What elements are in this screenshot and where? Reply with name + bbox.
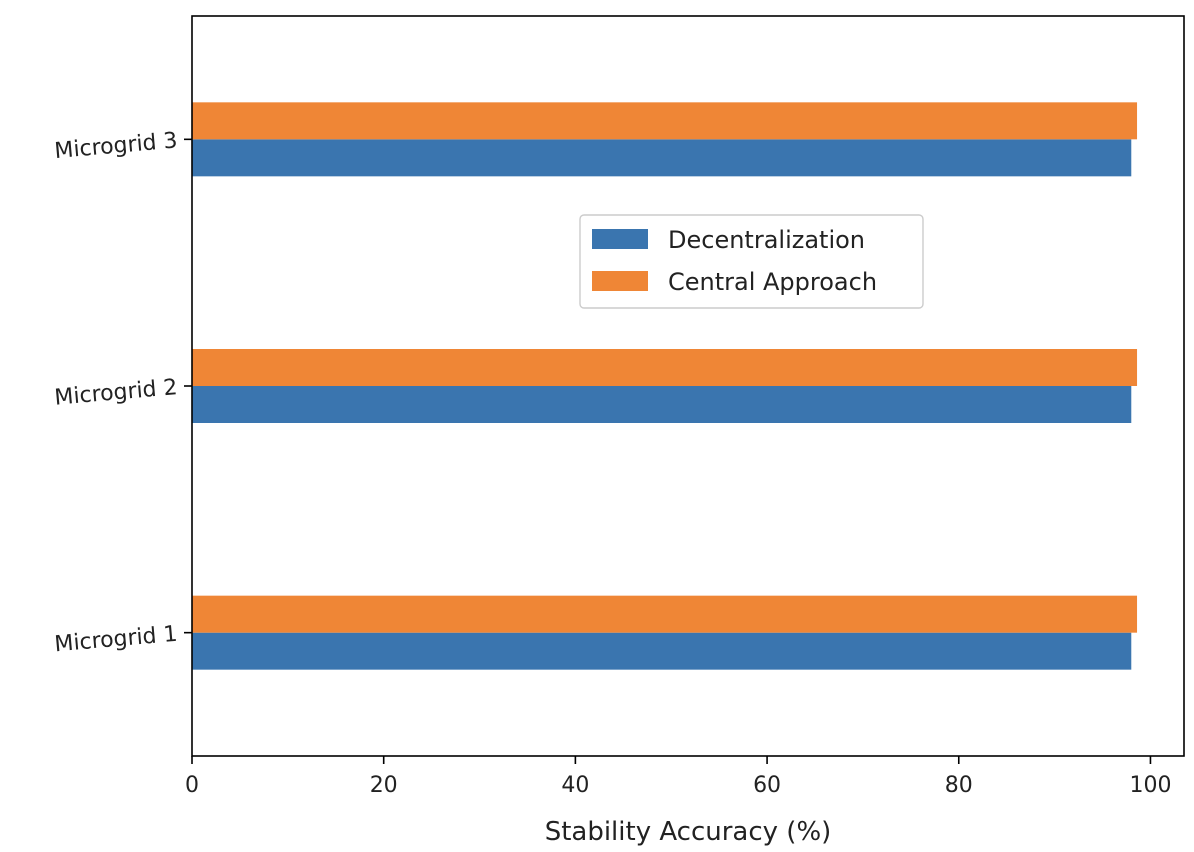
x-tick-label: 100 (1129, 773, 1171, 798)
x-axis-label: Stability Accuracy (%) (545, 817, 832, 847)
legend-label: Central Approach (668, 268, 877, 296)
bar-central-approach-2 (192, 349, 1138, 386)
bar-decentralization-3 (192, 139, 1132, 177)
legend-label: Decentralization (668, 226, 865, 254)
legend: Decentralization Central Approach (579, 214, 924, 309)
bar-central-approach-1 (192, 595, 1138, 633)
x-tick-label: 60 (753, 773, 781, 798)
x-tick-label: 80 (945, 773, 973, 798)
legend-swatch (592, 271, 648, 291)
y-axis-ticks: Microgrid 1 Microgrid 2 Microgrid 3 (54, 128, 192, 657)
bars-layer (192, 102, 1138, 670)
y-tick-label: Microgrid 3 (54, 128, 179, 164)
bar-decentralization-1 (192, 632, 1132, 670)
x-tick-label: 0 (185, 773, 199, 798)
y-tick-label: Microgrid 2 (54, 375, 179, 411)
x-axis-ticks: 0 20 40 60 80 100 (185, 756, 1171, 798)
legend-swatch (592, 229, 648, 249)
legend-box (579, 214, 924, 309)
x-tick-label: 40 (561, 773, 589, 798)
bar-decentralization-2 (192, 386, 1132, 423)
bar-central-approach-3 (192, 102, 1138, 140)
x-tick-label: 20 (370, 773, 398, 798)
y-tick-label: Microgrid 1 (54, 622, 179, 658)
